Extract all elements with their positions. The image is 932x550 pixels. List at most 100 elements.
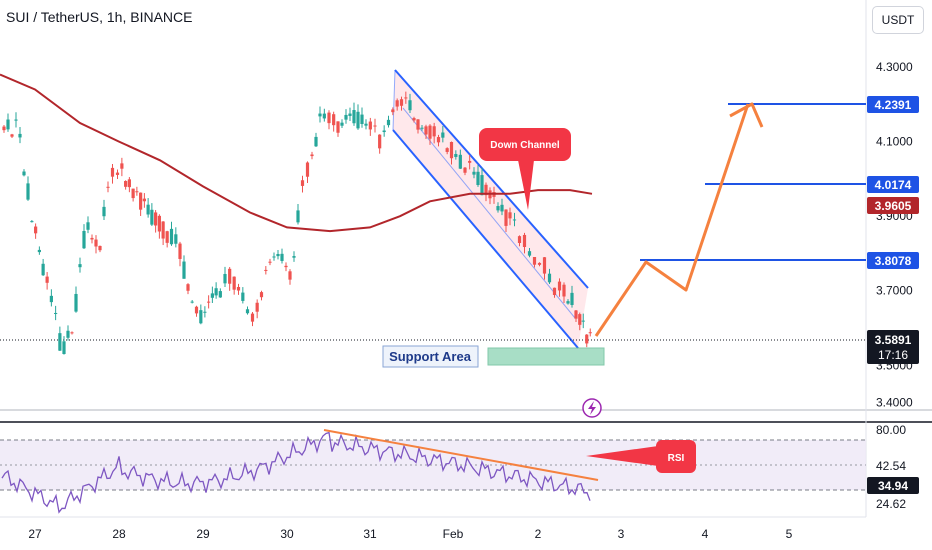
candle-body — [98, 245, 102, 251]
svg-text:17:16: 17:16 — [878, 348, 908, 362]
time-tick: 31 — [363, 527, 377, 541]
candle-body — [352, 110, 356, 124]
candle-body — [264, 269, 268, 271]
rsi-callout[interactable]: RSI — [586, 440, 696, 473]
candle-body — [207, 301, 211, 303]
candle-body — [272, 256, 276, 258]
candle-body — [408, 100, 412, 111]
candle-body — [94, 239, 98, 247]
candle-body — [288, 271, 292, 280]
candle-body — [41, 263, 45, 276]
candle-body — [115, 172, 120, 175]
candle-body — [49, 295, 53, 303]
candle-body — [378, 134, 382, 149]
candle-body — [74, 293, 78, 312]
candle-body — [66, 330, 70, 338]
candle-body — [504, 209, 508, 226]
candle-body — [296, 210, 300, 223]
candle-body — [570, 292, 574, 305]
candle-body — [70, 332, 74, 334]
candle-body — [458, 154, 462, 169]
candle-body — [581, 320, 585, 322]
channel-upper-line[interactable] — [394, 69, 589, 289]
badge-3-8078: 3.8078 — [867, 252, 919, 269]
rsi-value-badge: 34.94 — [867, 477, 919, 494]
svg-text:3.8078: 3.8078 — [875, 254, 912, 268]
badge-4-2391: 4.2391 — [867, 96, 919, 113]
rsi-callout-label: RSI — [668, 453, 685, 464]
projection-arrowhead — [729, 102, 764, 128]
candle-body — [574, 310, 578, 319]
candle-body — [480, 175, 484, 196]
candle-body — [245, 309, 250, 314]
candle-body — [58, 333, 62, 351]
candle-body — [154, 212, 158, 226]
candle-body — [336, 121, 340, 133]
candle-body — [314, 136, 318, 147]
rsi-tick-24: 24.62 — [876, 497, 906, 511]
candle-body — [537, 262, 542, 265]
svg-text:3.9605: 3.9605 — [875, 199, 912, 213]
candle-body — [512, 219, 517, 221]
down-channel-callout[interactable]: Down Channel — [479, 128, 571, 210]
candle-body — [557, 281, 562, 291]
candle-body — [476, 171, 480, 186]
candle-body — [174, 234, 178, 244]
lightning-icon[interactable] — [582, 398, 602, 418]
projection-path[interactable] — [594, 103, 750, 337]
price-tick: 3.7000 — [876, 284, 913, 298]
support-area-label: Support Area — [389, 349, 472, 364]
candle-body — [432, 126, 436, 137]
candle-body — [54, 312, 58, 314]
candle-body — [218, 291, 222, 298]
down-channel-label: Down Channel — [490, 140, 560, 151]
candle-body — [305, 162, 310, 177]
time-tick: 3 — [618, 527, 625, 541]
candle-body — [276, 254, 280, 257]
candle-body — [420, 127, 424, 129]
candle-body — [259, 292, 264, 298]
candle-body — [78, 264, 82, 268]
candle-body — [360, 114, 364, 125]
candle-body — [131, 188, 135, 199]
candle-body — [199, 310, 203, 324]
candle-body — [186, 284, 190, 291]
currency-button[interactable]: USDT — [872, 6, 924, 34]
candle-body — [472, 171, 476, 175]
candle-body — [412, 118, 416, 121]
candle-body — [578, 314, 582, 325]
candle-body — [562, 284, 566, 297]
candle-body — [322, 113, 326, 119]
candle-body — [364, 123, 368, 126]
candle-body — [127, 179, 131, 188]
candle-body — [182, 261, 186, 279]
svg-text:34.94: 34.94 — [878, 479, 908, 493]
rsi-divergence-line[interactable] — [323, 429, 599, 481]
candle-body — [142, 198, 146, 202]
candle-body — [284, 265, 288, 268]
candle-body — [10, 134, 14, 137]
candle-body — [161, 221, 165, 239]
candle-body — [368, 121, 372, 130]
candle-body — [194, 306, 199, 314]
channel-lower-line[interactable] — [392, 129, 579, 349]
candle-body — [82, 231, 86, 249]
candle-body — [348, 113, 352, 116]
candle-body — [441, 132, 445, 138]
candle-body — [120, 163, 124, 169]
support-area-callout[interactable]: Support Area — [382, 345, 479, 368]
candle-body — [327, 112, 331, 124]
candle-body — [190, 301, 194, 303]
candle-body — [6, 119, 10, 130]
candle-body — [391, 109, 395, 113]
support-area-box[interactable] — [487, 347, 605, 366]
badge-4-0174: 4.0174 — [867, 176, 919, 193]
time-tick: 28 — [112, 527, 126, 541]
candle-body — [484, 184, 488, 196]
candle-body — [585, 334, 589, 344]
candle-body — [436, 137, 441, 143]
badge-3-9605: 3.9605 — [867, 197, 919, 214]
candle-body — [373, 125, 377, 127]
candle-body — [399, 99, 404, 106]
